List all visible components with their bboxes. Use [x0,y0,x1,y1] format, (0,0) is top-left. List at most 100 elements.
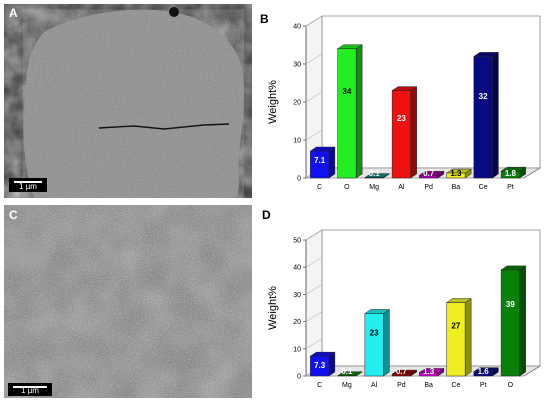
chart-b-category-label-5: Ba [452,184,461,191]
chart-b-floor-edge [523,167,541,179]
chart-d-bar-front-7 [500,269,520,377]
chart-d-bar-6: 1.6 [473,367,500,377]
chart-b-bar-front-5 [446,172,466,179]
chart-b-y-tick-label-4: 40 [293,24,301,31]
chart-b-bar-6: 32 [473,51,500,179]
chart-b-y-tick-guide-3 [305,53,323,65]
chart-b-y-tick-label-0: 0 [297,176,301,183]
chart-d-bar-7: 39 [500,265,527,377]
chart-d-y-tick-guide-4 [305,256,323,268]
chart-d-data-label-6: 1.6 [478,367,490,376]
chart-d-bar-front-3 [391,373,411,377]
chart-d-y-tick-guide-2 [305,311,323,322]
chart-b-data-label-3: 23 [397,114,406,123]
chart-b-category-label-7: Pt [507,184,514,191]
chart-b-bar-5: 1.3 [445,168,472,179]
chart-d-category-label-1: Mg [342,382,352,389]
chart-b-bar-side-0 [328,146,336,179]
chart-b-category-label-0: C [317,184,322,191]
chart-b-y-tick-guide-4 [305,15,323,27]
chart-d-bar-front-5 [446,302,466,377]
chart-d-category-label-5: Ce [451,382,460,389]
chart-d-category-label-3: Pd [397,382,406,389]
chart-b-category-label-1: O [344,184,350,191]
chart-b-bar-front-3 [391,90,411,179]
chart-d-data-label-5: 27 [451,321,460,330]
chart-d-y-tick-label-0: 0 [297,374,301,381]
chart-b-bar-side-1 [355,44,363,179]
chart-b-bar-side-3 [410,86,417,179]
chart-b-bar-1: 34 [336,44,363,179]
chart-d-data-label-1: 0.1 [341,367,353,376]
chart-d-category-label-0: C [317,382,322,389]
chart-b-category-label-6: Ce [479,184,488,191]
chart-d-category-label-6: Pt [480,382,487,389]
chart-b-data-label-6: 32 [479,92,488,101]
chart-b-y-tick-label-3: 30 [293,62,301,69]
sem-image-c [4,205,252,398]
chart-b-bar-2: 0.1 [364,169,391,179]
chart-d-bar-side-2 [383,308,390,377]
chart-d-data-label-0: 7.3 [314,361,326,370]
chart-d-floor-edge [523,365,541,377]
chart-d-data-label-3: 0.7 [396,367,408,376]
chart-b-category-label-4: Pd [424,184,433,191]
bar-chart-d-svg: 0 10 20 30 40 50 Weight% 7.3 C 0.1 Mg 23 Al 0.7 Pd 1.3 B… [267,229,542,389]
bar-chart-d: 0 10 20 30 40 50 Weight% 7.3 C 0.1 Mg 23 Al 0.7 Pd 1.3 B… [262,220,546,400]
scale-bar-c: 1 µm [8,383,52,396]
chart-d-bar-0: 7.3 [309,351,336,377]
chart-b-data-label-4: 0.7 [423,169,435,178]
chart-d-bar-2: 23 [364,308,391,377]
chart-b-bar-0: 7.1 [309,146,336,179]
chart-d-bar-front-6 [473,371,493,377]
chart-b-data-label-5: 1.3 [450,169,462,178]
panel-letter-a: A [9,6,18,20]
chart-b-bar-7: 1.8 [500,166,527,179]
chart-d-y-axis-label: Weight% [267,286,279,330]
chart-d-data-label-2: 23 [370,328,379,337]
chart-b-bar-front-1 [337,48,357,179]
chart-b-category-label-3: Al [398,184,405,191]
sem-image-a [4,4,252,198]
chart-d-bar-front-4 [419,372,439,377]
panel-letter-b: B [260,12,269,26]
chart-b-data-label-7: 1.8 [505,169,517,178]
chart-d-category-label-4: Ba [424,382,433,389]
chart-d-bar-side-5 [464,298,472,377]
panel-letter-d: D [262,208,271,222]
chart-d-bar-front-0 [310,355,330,377]
chart-d-bar-side-7 [519,265,526,377]
chart-d-y-tick-guide-1 [305,338,323,350]
chart-d-bar-4: 1.3 [418,367,445,377]
bar-chart-b: 0 10 20 30 40 Weight% 7.1 C 34 O 0.1 Mg 23 Al 0.7 Pd 1.3… [262,8,546,200]
bar-chart-b-svg: 0 10 20 30 40 Weight% 7.1 C 34 O 0.1 Mg 23 Al 0.7 Pd 1.3… [267,15,542,191]
chart-b-data-label-2: 0.1 [369,169,381,178]
chart-b-y-axis-label: Weight% [267,80,279,124]
chart-d-y-tick-label-4: 40 [293,265,301,272]
chart-b-bar-3: 23 [391,86,418,179]
chart-b-category-label-2: Mg [369,184,379,191]
chart-b-y-tick-guide-2 [305,91,323,103]
chart-d-y-tick-label-5: 50 [293,238,301,245]
chart-d-bar-5: 27 [445,298,472,377]
chart-b-bar-front-6 [473,56,493,179]
chart-b-y-tick-guide-1 [305,129,323,141]
chart-d-data-label-4: 1.3 [423,367,435,376]
chart-d-y-tick-label-3: 30 [293,292,301,299]
scale-bar-a: 1 µm [9,178,47,192]
chart-b-data-label-0: 7.1 [314,156,326,165]
chart-b-bar-front-7 [500,170,520,179]
panel-letter-c: C [9,208,18,222]
scale-bar-label-a: 1 µm [19,182,37,191]
scale-bar-label-c: 1 µm [21,386,39,395]
chart-b-data-label-1: 34 [342,87,351,96]
chart-d-data-label-7: 39 [506,300,515,309]
chart-b-y-tick-label-1: 10 [293,138,301,145]
chart-d-y-tick-guide-5 [305,229,323,241]
chart-b-bar-front-4 [419,175,439,179]
chart-d-bar-3: 0.7 [391,367,418,377]
chart-d-y-tick-guide-3 [305,284,323,295]
chart-b-bar-front-0 [310,150,330,179]
chart-d-category-label-7: O [508,382,514,389]
chart-d-y-tick-label-2: 20 [293,319,301,326]
